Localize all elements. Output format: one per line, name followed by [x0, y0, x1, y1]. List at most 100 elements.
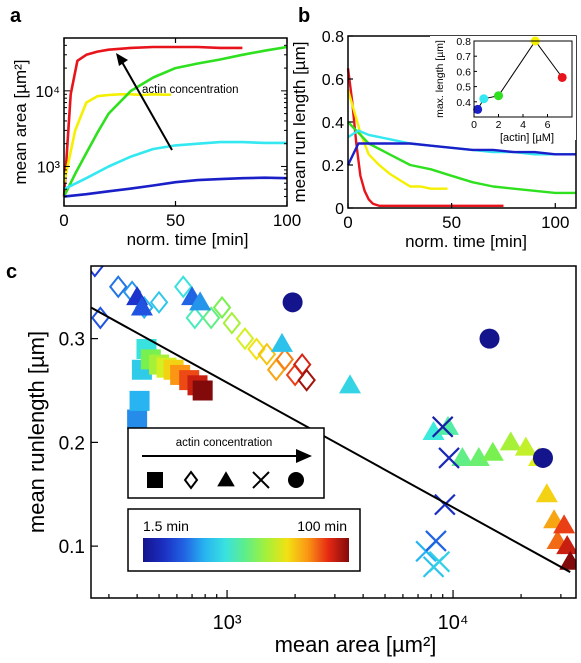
- marker-triangle: [270, 332, 293, 352]
- legend-marker-triangle: [217, 471, 235, 487]
- marker-triangle: [553, 514, 576, 534]
- marker-diamond: [149, 290, 169, 314]
- marker-circle: [557, 613, 577, 633]
- series-line-0: [346, 68, 504, 208]
- annotation-arrow-shaft: [121, 61, 173, 151]
- marker-diamond: [212, 295, 232, 320]
- marker-square: [192, 380, 213, 401]
- x-tick-label: 10⁴: [438, 612, 469, 634]
- marker-square: [129, 390, 150, 411]
- series-line-3: [63, 140, 287, 191]
- y-tick-label: 0: [335, 201, 344, 218]
- marker-circle: [560, 614, 580, 634]
- inset-y-tick-label: 0.7: [456, 51, 471, 63]
- marker-triangle: [535, 483, 558, 503]
- marker-diamond: [185, 306, 205, 330]
- marker-diamond: [108, 275, 128, 299]
- x-axis-label: norm. time [min]: [127, 230, 249, 249]
- marker-triangle: [189, 291, 212, 311]
- colorbar-min-label: 1.5 min: [143, 518, 189, 534]
- marker-circle: [551, 611, 571, 631]
- panel-c: c 10³ 10⁴ 0.1 0.2 0.3 mean area [µm²] mean runl…: [6, 261, 580, 657]
- cross-stroke: [434, 493, 456, 516]
- legend-title: actin concentration: [176, 437, 273, 449]
- marker-triangle: [499, 431, 522, 451]
- inset-point: [473, 104, 483, 114]
- marker-triangle: [481, 441, 504, 461]
- series-line-0: [62, 45, 243, 197]
- x-tick-label: 100: [273, 211, 301, 230]
- inset-x-tick-label: 6: [545, 119, 551, 131]
- marker-circle: [554, 612, 574, 632]
- marker-triangle: [556, 535, 576, 555]
- series-line-2: [62, 45, 288, 198]
- y-axis-label: mean area [µm²]: [11, 59, 30, 184]
- x-tick-label: 0: [59, 211, 68, 230]
- marker-triangle: [130, 296, 153, 316]
- panel-label-b: b: [298, 5, 310, 27]
- legend-colorbar: 1.5 min 100 min: [127, 508, 361, 572]
- colorbar-max-label: 100 min: [297, 518, 347, 534]
- y-tick-label: 0.1: [59, 537, 85, 558]
- y-tick-label: 10³: [37, 159, 61, 176]
- y-tick-label: 0.3: [59, 330, 85, 351]
- inset-point: [479, 94, 489, 104]
- marker-diamond: [91, 266, 105, 278]
- inset-y-tick-label: 0.5: [456, 82, 471, 94]
- inset-x-tick-label: 4: [520, 119, 526, 131]
- series-line-1: [62, 93, 171, 184]
- marker-diamond: [297, 368, 316, 392]
- marker-triangle: [339, 374, 362, 394]
- x-tick-label: 50: [442, 213, 461, 232]
- inset-background: [430, 36, 576, 140]
- x-axis-label: mean area [µm²]: [275, 632, 437, 657]
- x-tick-label: 10³: [213, 612, 242, 634]
- legend-marker-circle: [288, 472, 304, 488]
- marker-circle: [282, 292, 303, 313]
- marker-triangle: [559, 550, 576, 570]
- cross-stroke: [431, 416, 454, 438]
- series-line-1: [346, 89, 448, 190]
- inset-y-axis-label: max. length [µm]: [434, 40, 446, 118]
- marker-diamond: [275, 347, 295, 371]
- plot-frame: [90, 265, 577, 599]
- marker-square: [127, 409, 148, 430]
- inset-x-tick-label: 0: [471, 119, 477, 131]
- legend-marker-cross: [252, 471, 270, 489]
- marker-circle: [548, 609, 568, 629]
- x-tick-label: 50: [166, 211, 185, 230]
- series-line-4: [63, 176, 288, 198]
- marker-circle: [532, 447, 553, 468]
- annotation-label: actin concentration: [142, 84, 239, 96]
- y-tick-label: 10⁴: [35, 84, 60, 101]
- legend-markers: actin concentration: [127, 427, 325, 499]
- y-tick-label: 0.8: [322, 29, 344, 46]
- legend-marker-diamond: [183, 470, 199, 490]
- x-axis-label: norm. time [min]: [405, 232, 527, 251]
- inset-x-tick-label: 2: [496, 119, 502, 131]
- marker-diamond: [91, 306, 110, 330]
- cross-stroke: [425, 530, 447, 552]
- marker-diamond: [173, 275, 193, 299]
- y-axis-label: mean runlength [µm]: [24, 331, 49, 533]
- data-layer: [91, 266, 580, 634]
- marker-triangle: [422, 421, 445, 440]
- marker-diamond: [201, 306, 221, 330]
- panel-b-inset: 0 2 4 6 0.4 0.5 0.6 0.7 0.8 [actin] [µM] max. leng…: [430, 36, 576, 144]
- colorbar-gradient: [143, 538, 349, 562]
- marker-diamond: [222, 311, 242, 335]
- marker-triangle: [467, 446, 490, 466]
- marker-triangle: [514, 436, 537, 456]
- marker-cross: [431, 416, 454, 438]
- y-axis-label: mean run length [µm]: [290, 42, 309, 203]
- cross-stroke: [428, 550, 451, 573]
- marker-circle: [479, 328, 500, 349]
- x-tick-label: 0: [343, 213, 352, 232]
- annotation-arrowhead: [116, 53, 128, 66]
- y-tick-label: 0.4: [322, 115, 344, 132]
- marker-diamond: [247, 337, 266, 361]
- marker-cross: [434, 493, 456, 516]
- inset-y-tick-label: 0.4: [456, 97, 471, 109]
- marker-diamond: [266, 358, 286, 382]
- inset-x-axis-label: [actin] [µM]: [500, 132, 554, 144]
